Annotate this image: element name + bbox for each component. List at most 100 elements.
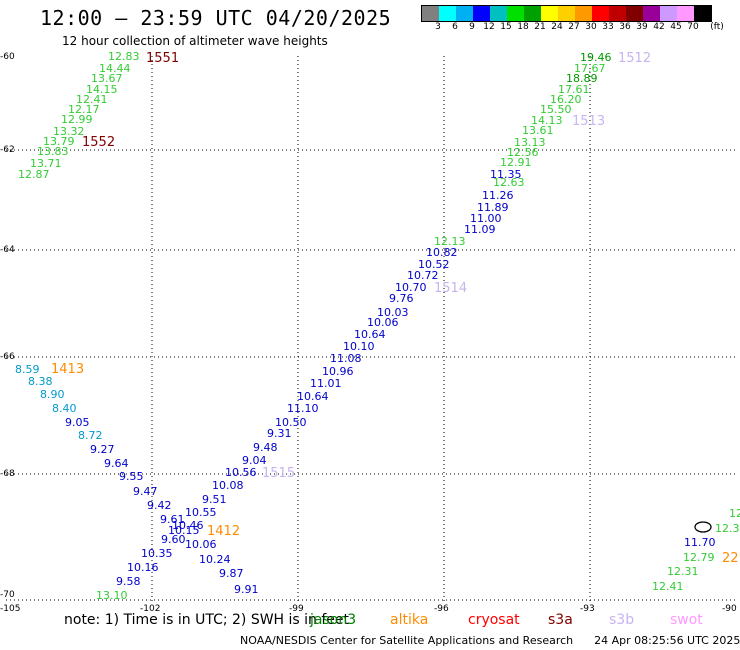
- wave-height-label: 12.83: [108, 50, 140, 63]
- wave-height-label: 10.08: [212, 479, 244, 492]
- legend-label: 24: [551, 22, 563, 32]
- wave-height-label: 9.60: [161, 533, 186, 546]
- wave-height-label: 14.13: [531, 114, 563, 127]
- wave-height-label: 10.06: [185, 538, 217, 551]
- legend-swatch: [473, 6, 490, 21]
- wave-height-label: 11.26: [482, 189, 514, 202]
- wave-height-label: 12.79: [683, 551, 715, 564]
- legend-label: (ft): [710, 22, 724, 32]
- wave-height-label: 10.35: [141, 547, 173, 560]
- wave-height-label: 13.13: [514, 136, 546, 149]
- wave-height-label: 10.82: [426, 246, 458, 259]
- longitude-label: -102: [140, 604, 161, 614]
- legend-label: 18: [517, 22, 529, 32]
- map-subtitle: 12 hour collection of altimeter wave hei…: [62, 34, 328, 48]
- wave-height-label: 10.64: [297, 390, 329, 403]
- map-title: 12:00 – 23:59 UTC 04/20/2025: [40, 6, 392, 30]
- wave-height-label: 12.31: [667, 565, 699, 578]
- wave-height-label: 12.99: [61, 113, 93, 126]
- wave-height-label: 10.24: [199, 553, 231, 566]
- wave-height-label: 9.58: [116, 575, 141, 588]
- pass-number-label: 1513: [572, 114, 605, 129]
- wave-height-label: 10.72: [407, 269, 439, 282]
- legend-swatch: [677, 6, 694, 21]
- wave-height-label: 11.01: [310, 377, 342, 390]
- wave-height-label: 9.04: [242, 454, 267, 467]
- legend-label: 33: [602, 22, 614, 32]
- wave-height-label: 8.90: [40, 388, 65, 401]
- legend-label: 15: [500, 22, 512, 32]
- legend-label: 27: [568, 22, 580, 32]
- wave-height-label: 15.50: [540, 103, 572, 116]
- wave-height-label: 11.10: [287, 402, 319, 415]
- wave-height-label: 12.39: [715, 522, 740, 535]
- legend-swatch: [507, 6, 524, 21]
- wave-height-label: 18.89: [566, 72, 598, 85]
- legend-label: 36: [619, 22, 631, 32]
- legend-label: 12: [483, 22, 495, 32]
- legend-swatch: [694, 6, 711, 21]
- wave-height-label: 9.64: [104, 457, 129, 470]
- pass-number-label: 1515: [262, 466, 295, 481]
- wave-height-label: 9.31: [267, 427, 292, 440]
- wave-height-label: 16.20: [550, 93, 582, 106]
- wave-height-label: 11.70: [684, 536, 716, 549]
- longitude-label: -90: [722, 604, 737, 614]
- wave-height-label: 12.41: [76, 93, 108, 106]
- wave-height-label: 11.08: [330, 352, 362, 365]
- wave-height-label: 13.10: [96, 589, 128, 602]
- pass-number-label: 22: [722, 551, 739, 566]
- longitude-label: -96: [434, 604, 449, 614]
- wave-height-label: 12: [729, 507, 740, 520]
- legend-label: 3: [435, 22, 441, 32]
- wave-height-label: 12.41: [652, 580, 684, 593]
- legend-swatch: [456, 6, 473, 21]
- longitude-label: -99: [289, 604, 304, 614]
- credit-line: NOAA/NESDIS Center for Satellite Applica…: [240, 634, 740, 647]
- wave-height-label: 13.67: [91, 72, 123, 85]
- wave-height-label: 9.48: [253, 441, 278, 454]
- wave-height-label: 10.64: [354, 328, 386, 341]
- wave-height-label: 9.05: [65, 416, 90, 429]
- legend-swatch: [490, 6, 507, 21]
- latitude-label: -66: [0, 352, 15, 362]
- map-marks: 12.8314.4413.6714.1512.4112.1712.9913.32…: [15, 50, 740, 602]
- wave-height-label: 9.42: [147, 499, 172, 512]
- wave-height-label: 17.61: [558, 83, 590, 96]
- wave-height-label: 10.16: [127, 561, 159, 574]
- wave-height-label: 11.09: [464, 223, 496, 236]
- pass-number-label: 1514: [434, 281, 467, 296]
- wave-height-label: 11.35: [490, 168, 522, 181]
- wave-height-label: 10.15: [168, 524, 200, 537]
- latitude-label: -60: [0, 52, 15, 62]
- wave-height-label: 13.79: [43, 135, 75, 148]
- color-legend: [421, 5, 712, 22]
- legend-swatch: [609, 6, 626, 21]
- wave-height-label: 10.46: [172, 519, 204, 532]
- wave-height-label: 10.52: [418, 258, 450, 271]
- latitude-label: -68: [0, 469, 15, 479]
- legend-label: 6: [452, 22, 458, 32]
- legend-label: 45: [670, 22, 682, 32]
- wave-height-label: 13.71: [30, 157, 62, 170]
- contour-marker: [694, 521, 712, 533]
- legend-swatch: [524, 6, 541, 21]
- wave-height-label: 9.55: [119, 470, 144, 483]
- wave-height-label: 10.96: [322, 365, 354, 378]
- map-grid: [6, 56, 736, 602]
- satellite-name: s3b: [609, 612, 635, 628]
- wave-height-label: 13.83: [37, 145, 69, 158]
- wave-height-label: 9.87: [219, 567, 244, 580]
- credit-timestamp: 24 Apr 08:25:56 UTC 2025: [594, 634, 740, 647]
- legend-label: 21: [534, 22, 546, 32]
- legend-label: 42: [653, 22, 665, 32]
- wave-height-label: 10.50: [275, 416, 307, 429]
- wave-height-label: 17.67: [574, 62, 606, 75]
- wave-height-label: 12.87: [18, 168, 50, 181]
- latitude-label: -62: [0, 145, 15, 155]
- wave-height-label: 12.91: [500, 156, 532, 169]
- wave-height-label: 8.38: [28, 375, 53, 388]
- wave-height-label: 19.46: [580, 51, 612, 64]
- longitude-label: -93: [580, 604, 595, 614]
- wave-height-label: 12.56: [507, 146, 539, 159]
